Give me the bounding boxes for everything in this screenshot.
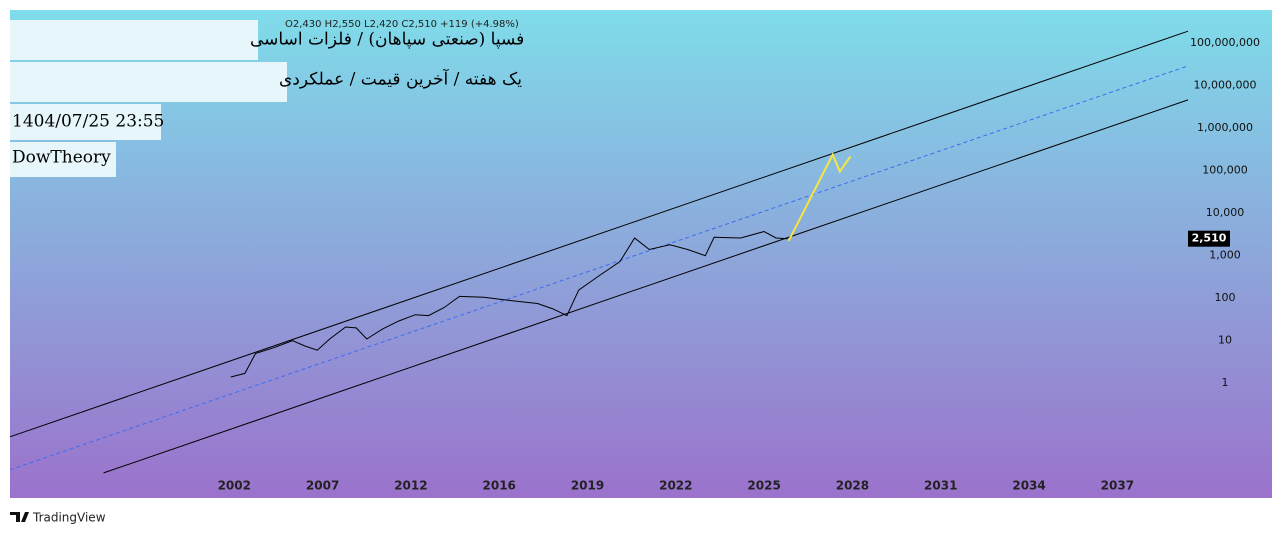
- x-tick-label: 2028: [836, 479, 869, 493]
- ohlc-legend: O2,430 H2,550 L2,420 C2,510 +119 (+4.98%…: [285, 19, 519, 30]
- line: [230, 230, 788, 378]
- date-label: 1404/07/25 23:55: [12, 112, 164, 132]
- brand-logo: [10, 512, 29, 522]
- y-tick-label: 100: [1215, 291, 1236, 304]
- x-tick-label: 2034: [1012, 479, 1045, 493]
- x-tick-label: 2019: [571, 479, 604, 493]
- chart-subtitle: یک هفته / آخرین قیمت / عملکردی: [279, 68, 522, 90]
- chart-title: فسپا (صنعتی سپاهان) / فلزات اساسی: [250, 30, 524, 50]
- y-tick-label: 100,000,000: [1190, 36, 1260, 49]
- channel-line: [103, 99, 1189, 474]
- last-price-box: [1188, 230, 1230, 247]
- x-tick-label: 2016: [483, 479, 516, 493]
- y-tick-label: 1,000,000: [1197, 121, 1253, 134]
- header-box: [10, 62, 287, 102]
- y-tick-label: 1,000: [1209, 249, 1241, 262]
- header-box: [10, 20, 258, 60]
- y-tick-label: 10: [1218, 334, 1232, 347]
- y-tick-label: 10,000,000: [1194, 79, 1257, 92]
- y-tick-label: 100,000: [1202, 164, 1248, 177]
- line: [787, 152, 852, 242]
- channel-line: [9, 65, 1189, 471]
- header-box: [10, 104, 161, 140]
- x-tick-label: 2031: [924, 479, 957, 493]
- x-tick-label: 2007: [306, 479, 339, 493]
- author-label: DowTheory: [12, 148, 111, 168]
- header-box: [10, 142, 116, 177]
- y-tick-label: 1: [1222, 376, 1229, 389]
- brand: TradingView: [32, 511, 106, 525]
- x-tick-label: 2025: [747, 479, 780, 493]
- x-tick-label: 2037: [1101, 479, 1134, 493]
- x-tick-label: 2002: [218, 479, 251, 493]
- channel-line: [9, 30, 1189, 438]
- y-tick-label: 10,000: [1206, 206, 1245, 219]
- x-tick-label: 2022: [659, 479, 692, 493]
- x-tick-label: 2012: [394, 479, 427, 493]
- last-price-label: 2,510: [1192, 232, 1227, 245]
